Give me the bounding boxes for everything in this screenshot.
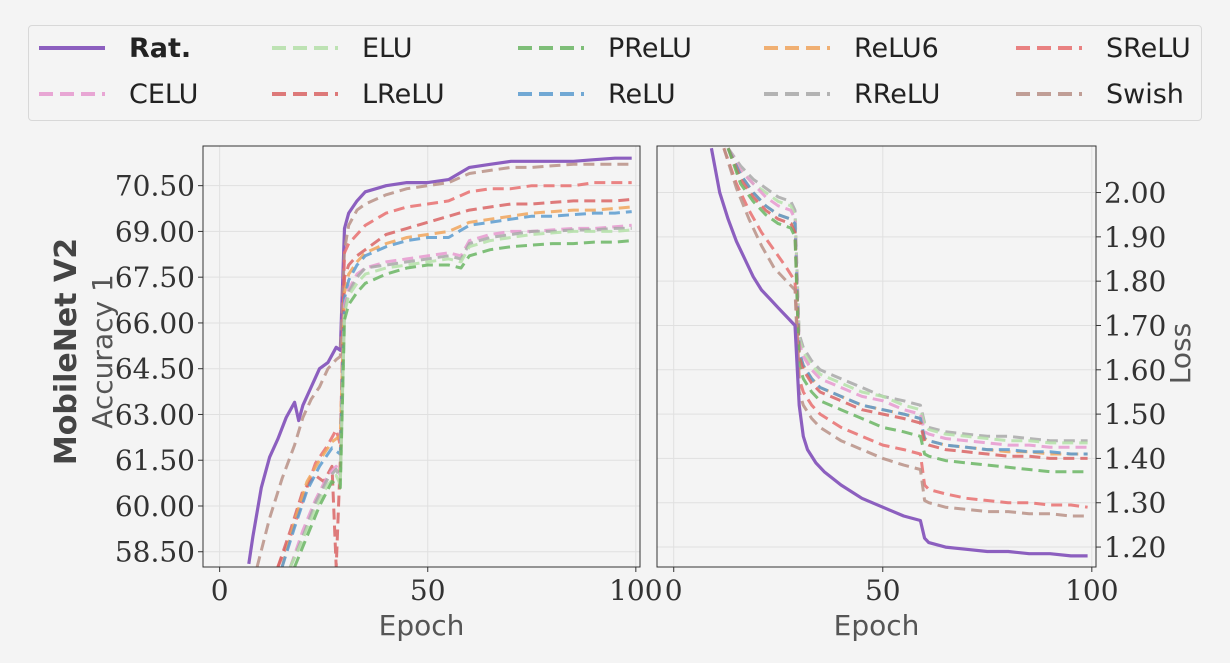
- series-line-prelu: [726, 147, 1088, 474]
- x-tick-label: 0: [211, 574, 229, 607]
- y-tick-label: 1.80: [1104, 265, 1166, 298]
- series-line-srelu: [722, 147, 1088, 509]
- legend: Rat. ELU PReLU ReLU6 SReLU CELU LReLU ReLU RReLU…: [28, 25, 1202, 121]
- y-tick-label: 1.30: [1104, 487, 1166, 520]
- series-line-relu: [726, 147, 1088, 456]
- axes-frame: [656, 145, 1097, 568]
- series-line-relu: [280, 210, 632, 567]
- legend-item-relu6: ReLU6: [762, 28, 939, 68]
- legend-item-relu: ReLU: [516, 74, 676, 114]
- y-tick-label: 63.00: [115, 398, 195, 431]
- y-tick-label: 70.50: [115, 170, 195, 203]
- legend-label: PReLU: [608, 32, 692, 64]
- series-line-swish: [255, 162, 632, 567]
- legend-item-lrelu: LReLU: [270, 74, 445, 114]
- series-line-rat: [709, 147, 1088, 558]
- legend-swatch: [518, 46, 584, 50]
- legend-swatch: [272, 92, 338, 96]
- x-tick-label: 50: [410, 574, 446, 607]
- legend-swatch: [1016, 92, 1082, 96]
- panel-left: 0 50 100 58.50 60.00 61.50 63.00 64.50 66.00 67.5…: [49, 145, 663, 642]
- y-tick-label: 64.50: [115, 353, 195, 386]
- x-tick-label: 0: [665, 574, 683, 607]
- y-tick-label: 1.60: [1104, 354, 1166, 387]
- y-tick-label: 69.00: [115, 215, 195, 248]
- legend-swatch: [39, 46, 105, 50]
- legend-label: ELU: [362, 32, 413, 64]
- series-group: [709, 147, 1088, 558]
- y-tick-label: 58.50: [115, 536, 195, 569]
- row-title: MobileNet V2: [49, 238, 84, 465]
- series-line-rrelu: [726, 147, 1088, 443]
- legend-swatch: [518, 92, 584, 96]
- legend-item-srelu: SReLU: [1014, 28, 1191, 68]
- series-line-rat: [247, 156, 632, 565]
- y-tick-label: 1.90: [1104, 221, 1166, 254]
- legend-item-rat: Rat.: [37, 28, 191, 68]
- legend-item-swish: Swish: [1014, 74, 1184, 114]
- y-tick-label: 2.00: [1104, 177, 1166, 210]
- legend-label: ReLU6: [854, 32, 939, 64]
- x-axis-title: Epoch: [834, 609, 920, 642]
- series-line-prelu: [293, 239, 632, 567]
- series-line-lrelu: [726, 147, 1088, 460]
- legend-label: RReLU: [854, 78, 941, 110]
- legend-label: SReLU: [1106, 32, 1191, 64]
- x-axis-title: Epoch: [379, 609, 465, 642]
- legend-label: Rat.: [129, 32, 192, 64]
- legend-swatch: [39, 92, 105, 96]
- legend-label: ReLU: [608, 78, 676, 110]
- series-line-elu: [726, 147, 1088, 445]
- x-tick-label: 100: [1065, 574, 1118, 607]
- plot-area: [657, 146, 1096, 567]
- axes-frame: [202, 145, 641, 568]
- legend-swatch: [764, 46, 830, 50]
- series-line-relu6: [280, 205, 632, 567]
- legend-item-celu: CELU: [37, 74, 198, 114]
- y-axis-title: Accuracy 1: [86, 274, 119, 429]
- series-group: [247, 156, 632, 567]
- series-line-celu: [288, 223, 632, 567]
- y-tick-label: 60.00: [115, 490, 195, 523]
- y-tick-label: 67.50: [115, 261, 195, 294]
- panel-right: 0 50 100 1.20 1.30 1.40 1.50 1.60 1.70 1.80 1.90 2.…: [656, 145, 1197, 642]
- legend-item-rrelu: RReLU: [762, 74, 940, 114]
- y-tick-label: 1.50: [1104, 398, 1166, 431]
- y-tick-label: 1.20: [1104, 531, 1166, 564]
- x-tick-label: 100: [609, 574, 662, 607]
- y-tick-label: 61.50: [115, 444, 195, 477]
- legend-label: Swish: [1106, 78, 1184, 110]
- y-axis-title: Loss: [1164, 323, 1197, 384]
- series-line-elu: [289, 228, 632, 567]
- legend-item-elu: ELU: [270, 28, 413, 68]
- series-line-srelu: [276, 181, 632, 567]
- legend-label: CELU: [129, 78, 199, 110]
- x-tick-label: 50: [865, 574, 901, 607]
- legend-swatch: [1016, 46, 1082, 50]
- legend-swatch: [764, 92, 830, 96]
- y-tick-label: 1.70: [1104, 309, 1166, 342]
- legend-label: LReLU: [362, 78, 445, 110]
- series-line-swish: [722, 147, 1088, 518]
- y-tick-label: 66.00: [115, 307, 195, 340]
- legend-item-prelu: PReLU: [516, 28, 692, 68]
- y-tick-label: 1.40: [1104, 442, 1166, 475]
- legend-swatch: [272, 46, 338, 50]
